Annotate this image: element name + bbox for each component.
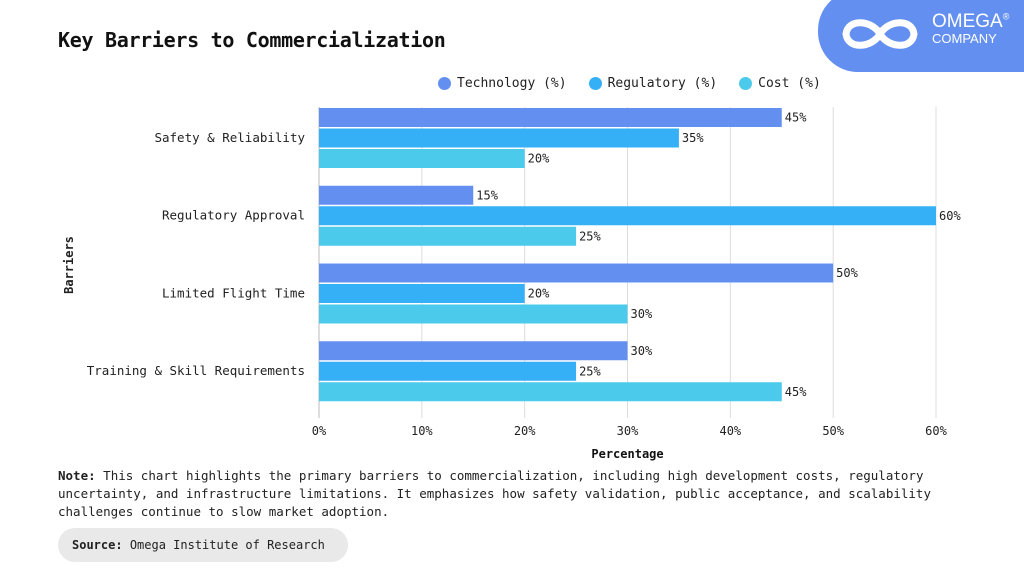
x-tick-label: 50% <box>822 424 844 438</box>
y-axis-label: Barriers <box>61 236 76 294</box>
data-label: 30% <box>631 344 653 358</box>
bar <box>319 149 525 168</box>
source-badge: Source: Omega Institute of Research <box>58 528 348 562</box>
data-label: 35% <box>682 131 704 145</box>
bar <box>319 284 525 303</box>
legend-item-cost[interactable]: Cost (%) <box>739 76 821 91</box>
bar <box>319 382 782 402</box>
x-tick-label: 60% <box>925 424 947 438</box>
data-label: 25% <box>579 229 601 243</box>
x-tick-label: 20% <box>514 424 536 438</box>
bar <box>319 206 936 226</box>
bar <box>319 304 628 324</box>
y-tick-label: Regulatory Approval <box>162 208 305 223</box>
data-label: 20% <box>528 287 550 301</box>
bar <box>319 226 577 246</box>
y-tick-label: Safety & Reliability <box>154 130 305 145</box>
brand-logo: OMEGA® COMPANY <box>818 0 1024 72</box>
bar <box>319 341 628 361</box>
brand-sub: COMPANY <box>932 31 997 46</box>
note: Note: This chart highlights the primary … <box>58 468 931 519</box>
data-label: 60% <box>939 209 961 223</box>
bar <box>319 361 577 381</box>
x-axis-label: Percentage <box>591 447 663 461</box>
data-label: 30% <box>631 307 653 321</box>
legend: Technology (%) Regulatory (%) Cost (%) <box>438 76 821 91</box>
y-tick-label: Training & Skill Requirements <box>87 363 305 378</box>
bar <box>319 185 474 205</box>
data-label: 45% <box>785 111 807 125</box>
x-tick-label: 10% <box>411 424 433 438</box>
data-label: 25% <box>579 364 601 378</box>
x-tick-label: 30% <box>617 424 639 438</box>
legend-item-regulatory[interactable]: Regulatory (%) <box>588 76 717 91</box>
infinity-icon <box>842 19 918 49</box>
data-label: 50% <box>836 266 858 280</box>
x-tick-label: 40% <box>719 424 741 438</box>
bar <box>319 263 834 283</box>
legend-swatch <box>438 77 451 90</box>
legend-item-technology[interactable]: Technology (%) <box>438 76 567 91</box>
brand-name: OMEGA <box>932 11 1003 32</box>
chart-title: Key Barriers to Commercialization <box>58 28 446 52</box>
y-tick-label: Limited Flight Time <box>162 285 305 300</box>
legend-swatch <box>739 77 753 90</box>
bar <box>319 108 782 127</box>
legend-swatch <box>588 77 602 90</box>
x-tick-label: 0% <box>312 424 327 438</box>
data-label: 20% <box>528 152 550 166</box>
data-label: 15% <box>476 188 498 202</box>
data-label: 45% <box>785 385 807 399</box>
bar <box>319 128 679 148</box>
